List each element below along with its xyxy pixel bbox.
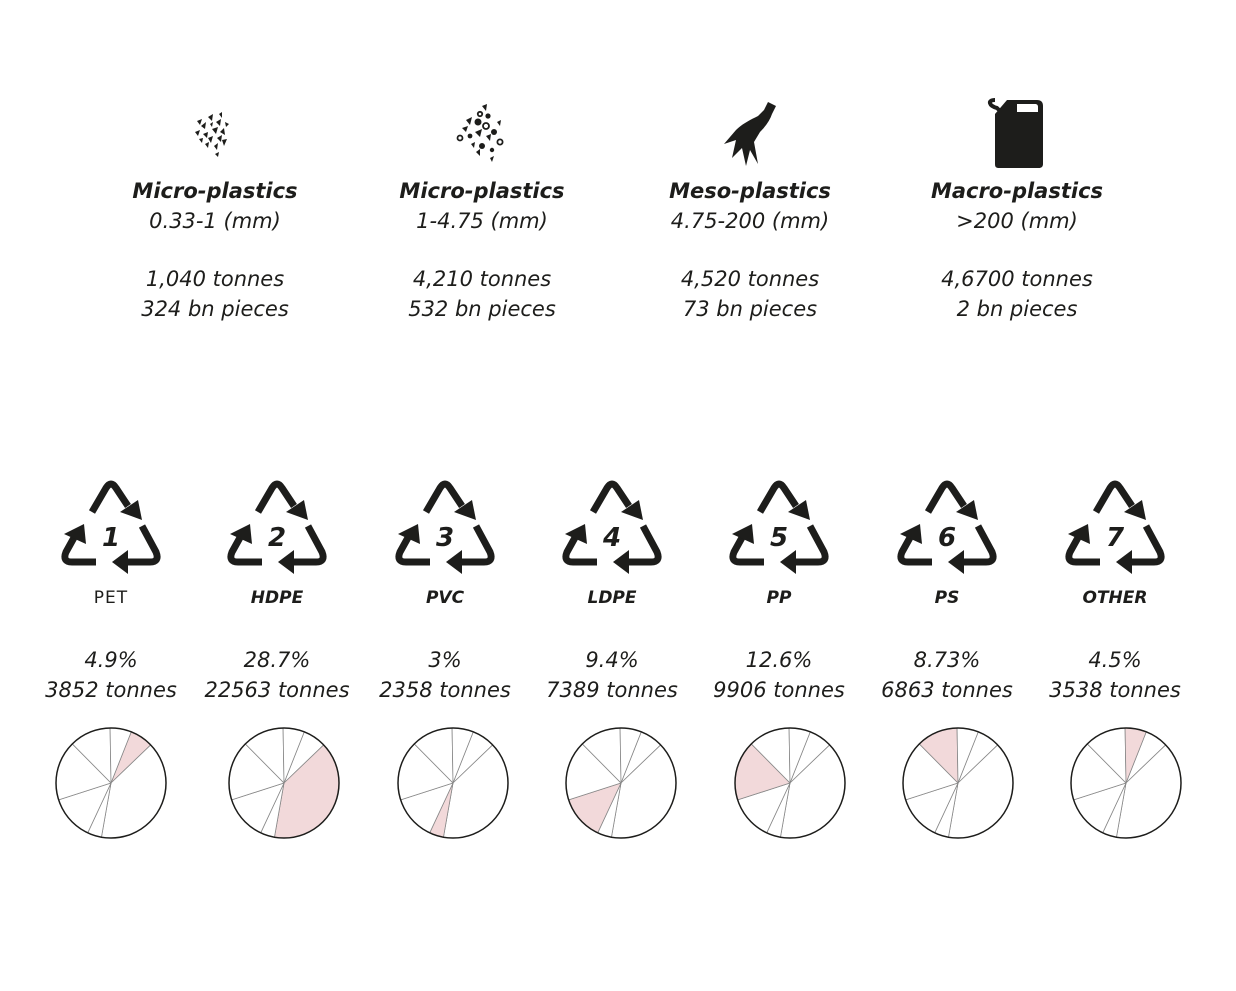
size-title: Micro-plastics xyxy=(399,179,565,203)
pie-outline xyxy=(1070,727,1182,839)
size-category: Micro-plastics 1-4.75 (mm) 4,210 tonnes … xyxy=(362,92,602,324)
size-pieces: 73 bn pieces xyxy=(682,297,818,321)
size-range: 0.33-1 (mm) xyxy=(149,209,281,233)
size-category: Meso-plastics 4.75-200 (mm) 4,520 tonnes… xyxy=(630,92,870,324)
size-range: >200 (mm) xyxy=(956,209,1078,233)
pie-chart xyxy=(902,727,1014,839)
size-category: Micro-plastics 0.33-1 (mm) 1,040 tonnes … xyxy=(95,92,335,324)
plastic-type: 6 PS 8.73% 6863 tonnes xyxy=(862,476,1032,705)
jerry-can-icon xyxy=(988,98,1043,168)
recycling-symbol-icon: 2 xyxy=(227,480,327,574)
recycling-symbol-icon: 7 xyxy=(1065,480,1165,574)
size-pieces: 532 bn pieces xyxy=(408,297,556,321)
recycling-symbol-icon: 3 xyxy=(395,480,495,574)
broken-bottle-icon xyxy=(724,102,776,166)
pie-outline xyxy=(397,727,509,839)
pie-outline xyxy=(734,727,846,839)
plastic-percent: 4.5% xyxy=(1088,648,1142,672)
pie-chart xyxy=(565,727,677,839)
size-title: Macro-plastics xyxy=(930,179,1104,203)
plastic-label: PET xyxy=(93,588,129,608)
recycling-number: 7 xyxy=(1106,523,1125,553)
recycling-number: 5 xyxy=(770,523,788,553)
plastic-label: PVC xyxy=(425,588,465,608)
plastic-percent: 4.9% xyxy=(84,648,138,672)
size-title: Micro-plastics xyxy=(132,179,298,203)
plastic-percent: 3% xyxy=(428,648,462,672)
plastic-type: 2 HDPE 28.7% 22563 tonnes xyxy=(192,476,362,705)
recycling-symbol-icon: 4 xyxy=(562,480,662,574)
micro-fragments-large-icon xyxy=(456,104,504,162)
plastic-tonnes: 2358 tonnes xyxy=(379,678,511,702)
plastic-percent: 12.6% xyxy=(745,648,813,672)
recycling-number: 2 xyxy=(268,523,286,553)
pie-chart xyxy=(55,727,167,839)
plastic-type: 3 PVC 3% 2358 tonnes xyxy=(360,476,530,705)
plastic-label: LDPE xyxy=(587,588,637,608)
plastic-type: 4 LDPE 9.4% 7389 tonnes xyxy=(527,476,697,705)
size-tonnes: 4,210 tonnes xyxy=(412,267,552,291)
plastic-tonnes: 7389 tonnes xyxy=(546,678,678,702)
plastic-tonnes: 3852 tonnes xyxy=(45,678,177,702)
micro-fragments-small-icon xyxy=(195,112,229,157)
recycling-number: 1 xyxy=(102,523,120,553)
size-tonnes: 4,6700 tonnes xyxy=(941,267,1093,291)
plastic-tonnes: 6863 tonnes xyxy=(881,678,1013,702)
size-tonnes: 1,040 tonnes xyxy=(145,267,285,291)
pie-chart xyxy=(397,727,509,839)
recycling-symbol-icon: 1 xyxy=(61,480,161,574)
plastic-percent: 9.4% xyxy=(585,648,639,672)
size-pieces: 324 bn pieces xyxy=(141,297,289,321)
size-pieces: 2 bn pieces xyxy=(956,297,1078,321)
recycling-number: 6 xyxy=(938,523,956,553)
pie-chart xyxy=(1070,727,1182,839)
plastic-label: PS xyxy=(934,588,960,608)
pie-outline xyxy=(55,727,167,839)
plastic-tonnes: 3538 tonnes xyxy=(1049,678,1181,702)
size-title: Meso-plastics xyxy=(669,179,831,203)
plastic-type: 5 PP 12.6% 9906 tonnes xyxy=(694,476,864,705)
pie-chart xyxy=(734,727,846,839)
recycling-number: 3 xyxy=(436,523,454,553)
size-category: Macro-plastics >200 (mm) 4,6700 tonnes 2… xyxy=(897,92,1137,324)
plastic-label: PP xyxy=(766,588,792,608)
plastic-tonnes: 22563 tonnes xyxy=(204,678,350,702)
plastic-type: 1 PET 4.9% 3852 tonnes xyxy=(26,476,196,705)
recycling-number: 4 xyxy=(602,523,621,553)
recycling-symbol-icon: 6 xyxy=(897,480,997,574)
size-range: 1-4.75 (mm) xyxy=(416,209,548,233)
plastic-type: 7 OTHER 4.5% 3538 tonnes xyxy=(1030,476,1200,705)
recycling-symbol-icon: 5 xyxy=(729,480,829,574)
pie-chart xyxy=(228,727,340,839)
plastic-label: HDPE xyxy=(250,588,304,608)
pie-outline xyxy=(565,727,677,839)
plastic-tonnes: 9906 tonnes xyxy=(713,678,845,702)
plastic-percent: 28.7% xyxy=(243,648,311,672)
size-range: 4.75-200 (mm) xyxy=(670,209,830,233)
plastic-percent: 8.73% xyxy=(913,648,981,672)
plastic-label: OTHER xyxy=(1082,588,1148,608)
pie-outline xyxy=(902,727,1014,839)
pie-outline xyxy=(228,727,340,839)
size-tonnes: 4,520 tonnes xyxy=(680,267,820,291)
